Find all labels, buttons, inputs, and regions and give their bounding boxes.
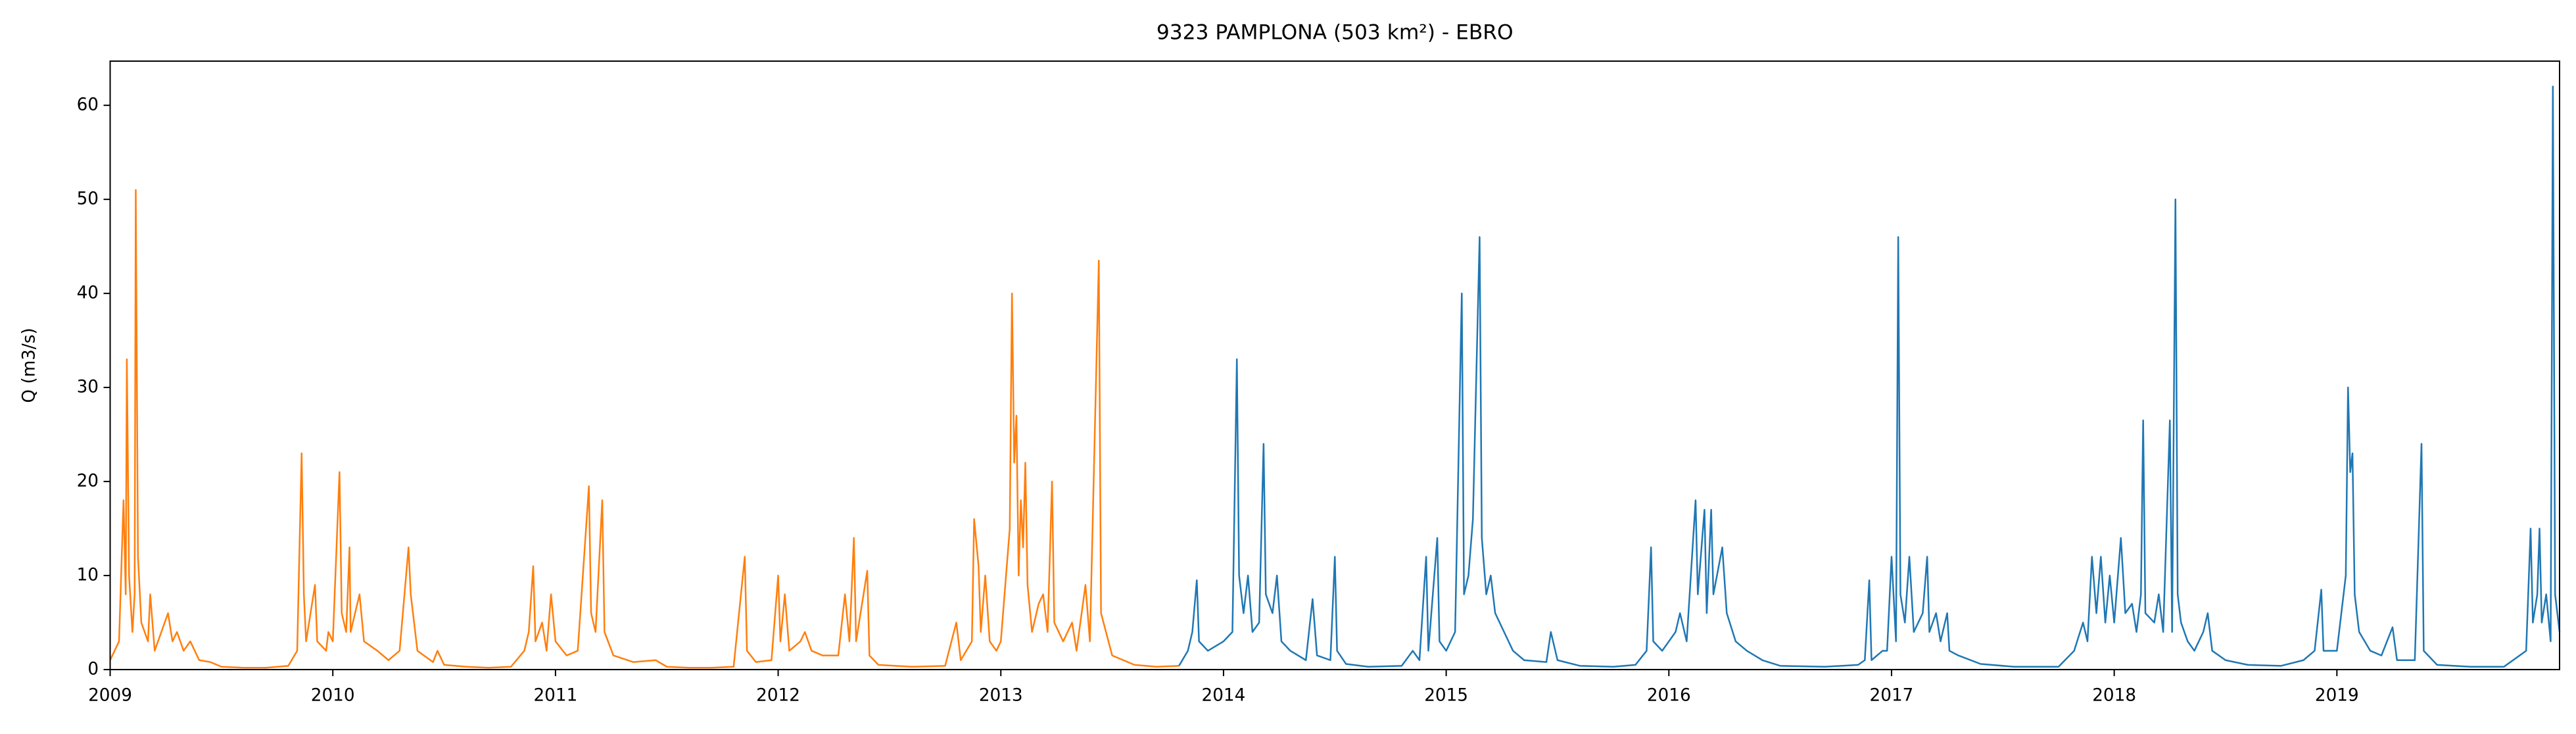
y-tick-label: 20 [77,472,99,491]
y-tick-label: 0 [87,660,99,679]
x-tick-label: 2016 [1647,686,1691,706]
y-tick-label: 60 [77,95,99,115]
x-tick-label: 2017 [1870,686,1914,706]
x-tick-label: 2011 [533,686,577,706]
x-tick-label: 2014 [1202,686,1246,706]
x-tick-label: 2012 [756,686,800,706]
x-tick-label: 2018 [2092,686,2136,706]
data-line [109,189,1180,669]
y-tick-label: 40 [77,283,99,303]
y-axis-label: Q (m3/s) [20,328,39,403]
x-tick-label: 2009 [88,686,132,706]
x-tick-label: 2015 [1424,686,1468,706]
plot-frame [109,60,2560,671]
data-line [1178,86,2561,668]
y-tick-label: 10 [77,566,99,585]
x-tick-label: 2010 [311,686,355,706]
chart-title: 9323 PAMPLONA (503 km²) - EBRO [1157,20,1514,44]
x-tick-label: 2013 [979,686,1023,706]
y-tick-label: 50 [77,189,99,209]
x-tick-label: 2019 [2315,686,2359,706]
y-tick-label: 30 [77,378,99,397]
